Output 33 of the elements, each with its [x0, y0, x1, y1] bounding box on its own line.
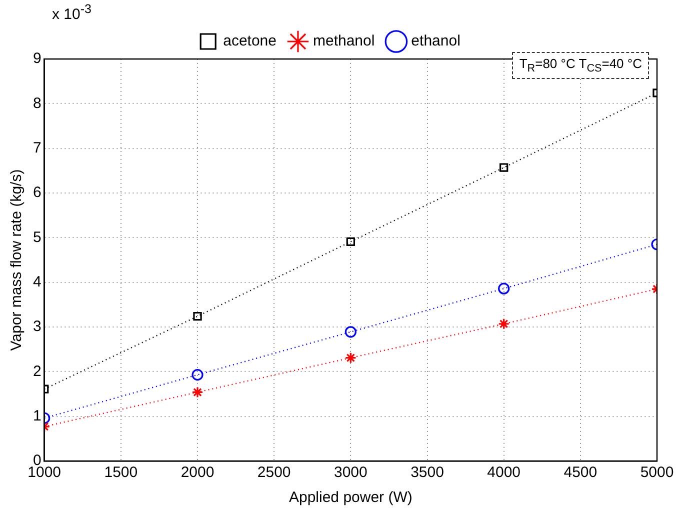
y-tick-label: 8 [33, 94, 42, 112]
y-tick-label: 5 [33, 228, 42, 246]
x-tick-label: 1500 [104, 464, 138, 482]
legend-label: acetone [223, 32, 276, 50]
y-tick-label: 1 [33, 407, 42, 424]
y-tick-label: 2 [33, 362, 42, 380]
y-tick-label: 4 [33, 273, 42, 290]
x-tick-label: 4500 [564, 464, 598, 482]
annotation: T$_{R}$=80 °C T$_{CS}$=40 °C [512, 52, 649, 79]
point [344, 352, 356, 364]
y-tick-label: 9 [33, 50, 42, 68]
x-tick-label: 2500 [257, 464, 291, 482]
point [344, 326, 356, 338]
legend-label: ethanol [411, 32, 460, 50]
y-tick-label: 6 [33, 184, 42, 202]
x-tick-label: 3000 [334, 464, 368, 482]
point [346, 237, 356, 246]
point [192, 386, 204, 398]
text: x 10$^{-3}$ [52, 2, 92, 23]
x-axis-title: Applied power (W) [288, 489, 412, 506]
x-tick-label: 3500 [410, 464, 444, 482]
y-tick-label: 7 [33, 139, 42, 156]
x-tick-label: 4000 [487, 464, 521, 482]
legend-label: methanol [312, 32, 375, 50]
point [498, 318, 510, 330]
point [193, 312, 202, 321]
x-tick-label: 2000 [180, 464, 214, 482]
x-tick-label: 5000 [640, 464, 674, 482]
point [500, 163, 508, 172]
y-axis-title: Vapor mass flow rate (kg/s) [8, 169, 26, 351]
y-tick-label: 3 [33, 318, 42, 336]
point [192, 368, 204, 381]
point [498, 282, 510, 294]
